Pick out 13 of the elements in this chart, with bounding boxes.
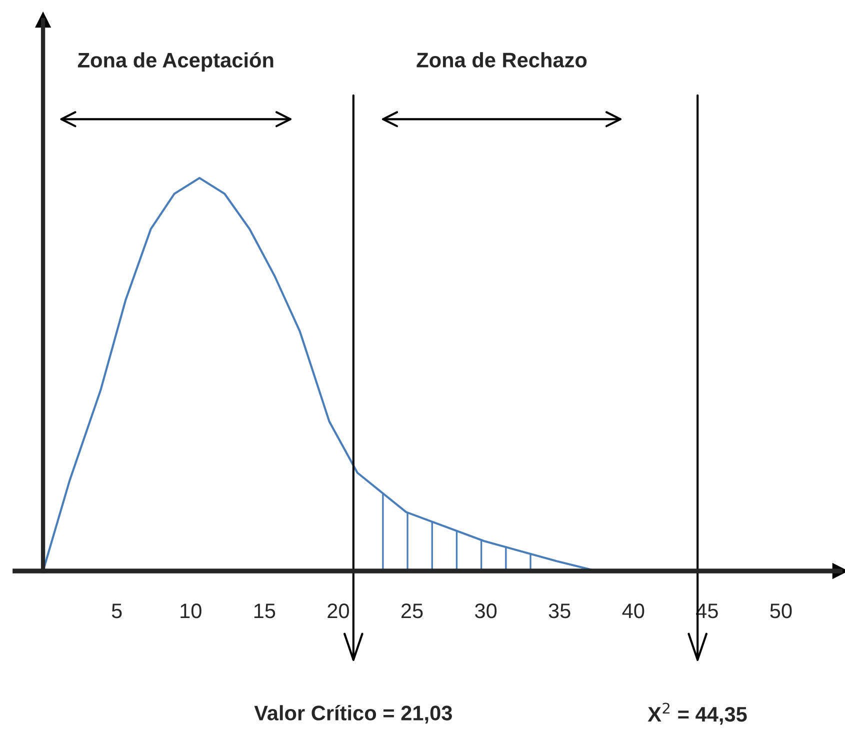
x-tick-label: 25 <box>401 603 423 618</box>
x-tick-label: 30 <box>475 603 497 618</box>
x-tick-label: 15 <box>254 604 276 618</box>
x-tick-label: 10 <box>180 603 202 618</box>
text: Zona de Rechazo <box>416 52 587 68</box>
x-tick-label: 5 <box>112 604 122 618</box>
x-tick-label: 40 <box>622 603 644 618</box>
ref-line-label: Valor Crítico = 21,03 <box>254 704 452 724</box>
x-tick-label: 50 <box>770 603 792 618</box>
x-tick-label: 20 <box>328 603 349 618</box>
text: Zona de Aceptación <box>78 52 274 72</box>
x-tick-label: 35 <box>548 603 570 618</box>
ref-line-label: X$^{2}$ = 44,35 <box>648 702 747 725</box>
